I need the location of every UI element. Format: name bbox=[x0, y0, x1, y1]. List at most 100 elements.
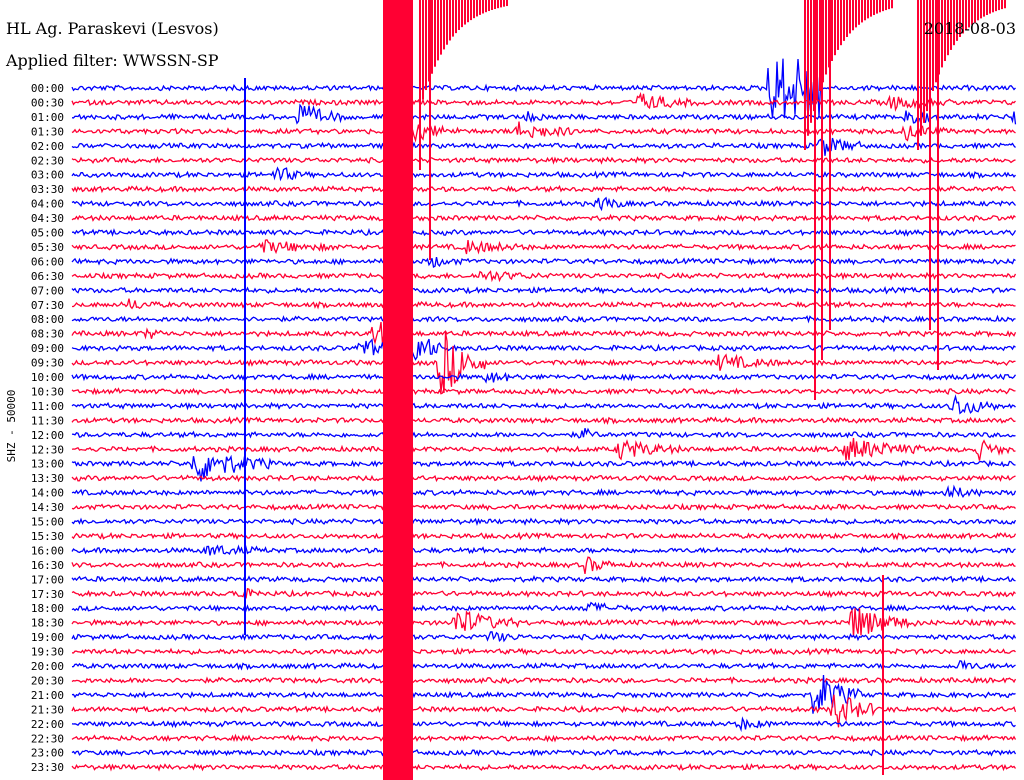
row-label: 21:00 bbox=[31, 689, 64, 702]
row-label: 16:00 bbox=[31, 544, 64, 557]
trace-row-0130 bbox=[71, 119, 1016, 143]
trace-row-0230 bbox=[71, 156, 1016, 165]
trace-row-1530 bbox=[71, 531, 1017, 541]
trace-row-1930 bbox=[71, 647, 1016, 656]
row-label: 18:30 bbox=[31, 617, 64, 630]
trace-row-0330 bbox=[71, 184, 1016, 194]
row-label: 19:30 bbox=[31, 646, 64, 659]
row-label: 20:30 bbox=[31, 674, 64, 687]
trace-row-1500 bbox=[71, 517, 1017, 526]
row-label: 16:30 bbox=[31, 559, 64, 572]
row-label: 04:30 bbox=[31, 212, 64, 225]
filter-label: Applied filter: WWSSN-SP bbox=[5, 51, 219, 70]
row-label: 06:00 bbox=[31, 255, 64, 268]
y-axis-label: SHZ - 50000 bbox=[5, 390, 18, 463]
trace-row-1130 bbox=[71, 416, 1016, 426]
trace-row-0200 bbox=[71, 137, 1016, 156]
trace-row-0600 bbox=[71, 256, 1016, 268]
trace-row-0900 bbox=[71, 338, 1016, 361]
trace-row-0630 bbox=[71, 270, 1017, 283]
row-label: 22:00 bbox=[31, 718, 64, 731]
trace-row-1400 bbox=[71, 484, 1017, 499]
trace-group bbox=[71, 0, 1017, 780]
row-label: 13:30 bbox=[31, 472, 64, 485]
row-label: 04:00 bbox=[31, 198, 64, 211]
row-label: 07:30 bbox=[31, 299, 64, 312]
row-label: 12:30 bbox=[31, 443, 64, 456]
trace-row-0730 bbox=[72, 298, 1016, 310]
row-label: 22:30 bbox=[31, 732, 64, 745]
trace-row-2100 bbox=[71, 674, 1016, 714]
row-label: 05:00 bbox=[31, 227, 64, 240]
trace-row-0100 bbox=[71, 103, 1017, 126]
trace-row-2230 bbox=[71, 733, 1017, 743]
row-label: 03:00 bbox=[31, 169, 64, 182]
trace-row-1300 bbox=[71, 454, 1016, 482]
row-label: 08:00 bbox=[31, 313, 64, 326]
trace-row-2200 bbox=[71, 716, 1016, 733]
trace-row-2030 bbox=[71, 675, 1017, 685]
row-label: 09:30 bbox=[31, 357, 64, 370]
row-label: 02:00 bbox=[31, 140, 64, 153]
trace-row-1000 bbox=[71, 371, 1017, 384]
row-label: 08:30 bbox=[31, 328, 64, 341]
row-label: 12:00 bbox=[31, 429, 64, 442]
row-label: 15:30 bbox=[31, 530, 64, 543]
trace-row-1700 bbox=[71, 574, 1016, 584]
trace-row-1030 bbox=[71, 387, 1016, 396]
row-label: 01:30 bbox=[31, 125, 64, 138]
row-label: 18:00 bbox=[31, 602, 64, 615]
trace-row-0300 bbox=[71, 166, 1016, 182]
trace-row-2330 bbox=[71, 762, 1017, 772]
row-label: 02:30 bbox=[31, 154, 64, 167]
trace-row-0800 bbox=[71, 314, 1016, 324]
date-label: 2018-08-03 bbox=[924, 19, 1016, 38]
row-label: 17:30 bbox=[31, 588, 64, 601]
row-label: 23:30 bbox=[31, 761, 64, 774]
trace-row-1800 bbox=[71, 601, 1016, 613]
row-label: 10:30 bbox=[31, 385, 64, 398]
row-label: 09:00 bbox=[31, 342, 64, 355]
trace-row-1100 bbox=[71, 394, 1016, 415]
trace-row-0400 bbox=[71, 196, 1016, 212]
trace-row-0500 bbox=[71, 227, 1017, 237]
trace-row-1200 bbox=[71, 427, 1016, 439]
trace-row-1430 bbox=[71, 502, 1016, 512]
row-label: 14:30 bbox=[31, 501, 64, 514]
row-label: 14:00 bbox=[31, 487, 64, 500]
row-label: 19:00 bbox=[31, 631, 64, 644]
row-label: 23:00 bbox=[31, 747, 64, 760]
trace-row-0700 bbox=[71, 285, 1016, 295]
row-label: 00:00 bbox=[31, 82, 64, 95]
trace-row-0530 bbox=[71, 239, 1016, 255]
trace-row-1230 bbox=[71, 437, 1016, 461]
row-label: 00:30 bbox=[31, 96, 64, 109]
trace-row-0830 bbox=[71, 321, 1017, 346]
row-label: 10:00 bbox=[31, 371, 64, 384]
row-label: 11:00 bbox=[31, 400, 64, 413]
row-label: 11:30 bbox=[31, 414, 64, 427]
row-label: 15:00 bbox=[31, 516, 64, 529]
station-title: HL Ag. Paraskevi (Lesvos) bbox=[6, 19, 219, 38]
row-label: 13:00 bbox=[31, 458, 64, 471]
trace-row-0000 bbox=[71, 58, 1016, 119]
row-label: 20:00 bbox=[31, 660, 64, 673]
trace-row-0430 bbox=[71, 213, 1016, 223]
trace-row-1630 bbox=[71, 556, 1016, 575]
trace-row-0030 bbox=[71, 91, 1016, 112]
row-label: 05:30 bbox=[31, 241, 64, 254]
trace-row-2130 bbox=[71, 694, 1017, 728]
row-label: 06:30 bbox=[31, 270, 64, 283]
trace-row-0930 bbox=[71, 332, 1016, 394]
row-label: 21:30 bbox=[31, 703, 64, 716]
trace-row-2000 bbox=[71, 659, 1016, 671]
trace-row-2300 bbox=[71, 748, 1017, 757]
row-label: 03:30 bbox=[31, 183, 64, 196]
trace-row-1730 bbox=[71, 587, 1016, 599]
row-label: 07:00 bbox=[31, 284, 64, 297]
saturated-event-band bbox=[383, 0, 413, 780]
row-label: 17:00 bbox=[31, 573, 64, 586]
trace-row-1330 bbox=[71, 474, 1016, 483]
